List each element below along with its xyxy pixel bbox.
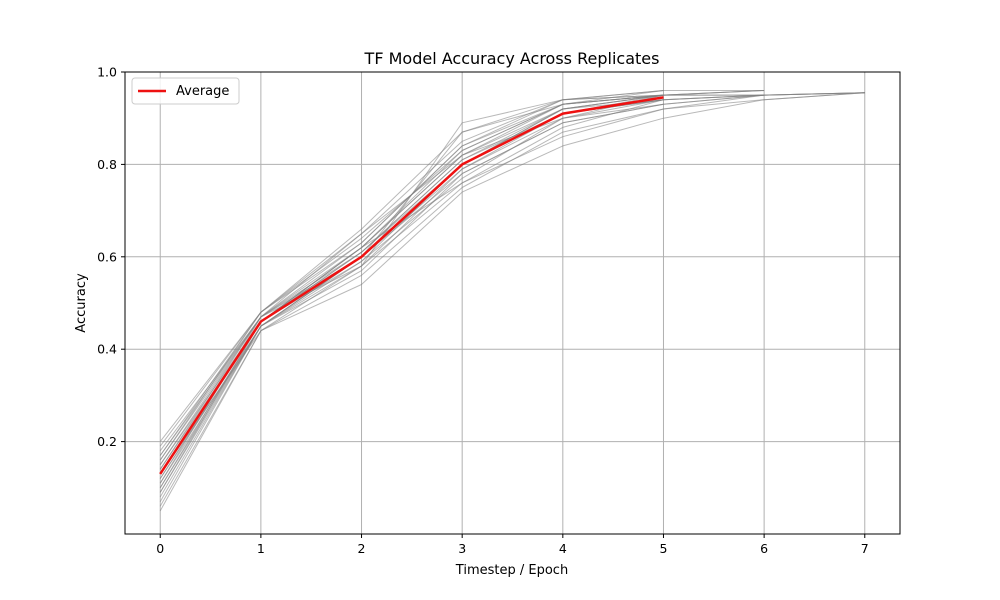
average-line xyxy=(159,96,664,475)
legend-label-average: Average xyxy=(176,84,229,99)
replicate-line-12 xyxy=(159,99,664,489)
y-tick-label: 0.2 xyxy=(97,434,117,449)
x-tick-label: 7 xyxy=(861,541,869,556)
legend: Average xyxy=(131,77,240,105)
x-tick-label: 3 xyxy=(458,541,466,556)
x-tick-label: 5 xyxy=(659,541,667,556)
x-tick-label: 2 xyxy=(358,541,366,556)
y-tick-label: 0.4 xyxy=(97,342,117,357)
replicate-line-25 xyxy=(159,92,865,456)
y-tick-label: 0.8 xyxy=(97,157,117,172)
average-series xyxy=(159,96,664,475)
replicate-line-24 xyxy=(159,92,865,493)
replicate-line-26 xyxy=(159,92,865,475)
x-tick-label: 1 xyxy=(257,541,265,556)
x-tick-label: 4 xyxy=(559,541,567,556)
y-axis-label: Accuracy xyxy=(74,273,89,333)
replicate-line-21 xyxy=(159,92,865,507)
plot-frame xyxy=(124,71,901,535)
axis-ticks: 0 1 2 3 4 5 6 7 0.2 0.4 0.6 0.8 1.0 xyxy=(97,65,869,557)
grid xyxy=(125,71,900,534)
replicate-line-20 xyxy=(159,90,765,442)
y-tick-label: 0.6 xyxy=(97,249,117,264)
x-axis-label: Timestep / Epoch xyxy=(455,563,568,578)
legend-box xyxy=(131,77,240,105)
chart-title: TF Model Accuracy Across Replicates xyxy=(364,49,660,68)
x-tick-label: 6 xyxy=(760,541,768,556)
y-tick-label: 1.0 xyxy=(97,65,117,80)
x-tick-label: 0 xyxy=(156,541,164,556)
